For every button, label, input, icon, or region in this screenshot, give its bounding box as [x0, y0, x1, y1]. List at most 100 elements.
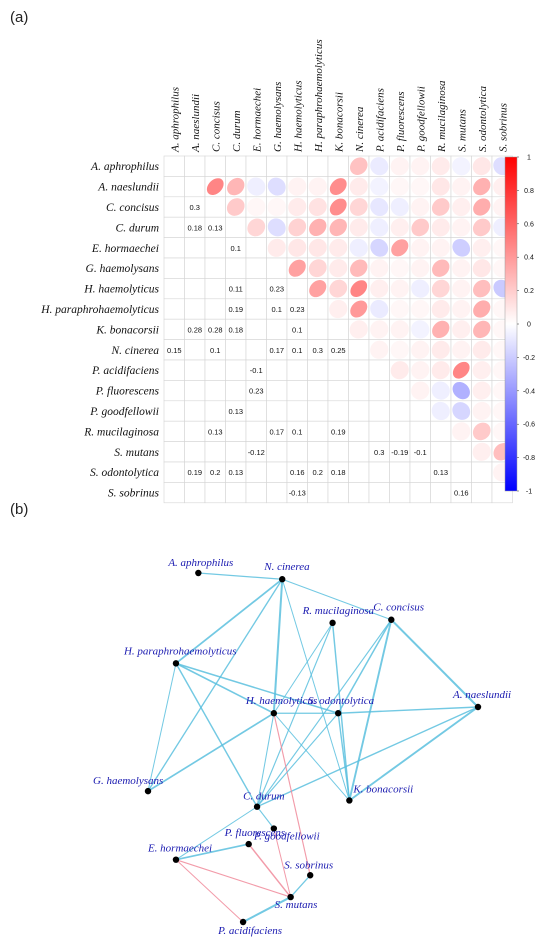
- heatmap-cell: [163, 155, 185, 177]
- colorbar: 1 0.8 0.6 0.4 0.2 0 -0.2 -0.4 -0.6 -0.8 -1: [504, 155, 535, 496]
- heatmap-cell: [245, 237, 267, 259]
- network-edge: [281, 579, 350, 801]
- cell-value: 0.18: [331, 468, 346, 477]
- column-label: N. cinerea: [354, 106, 366, 153]
- heatmap-cell: [389, 380, 411, 402]
- network-edge: [272, 579, 284, 714]
- correlation-ellipse: [452, 279, 471, 298]
- column-label: P. goodfellowii: [415, 86, 427, 153]
- heatmap-cell: [163, 461, 185, 483]
- network-node: [239, 918, 247, 926]
- correlation-ellipse: [370, 279, 389, 298]
- correlation-ellipse: [370, 238, 389, 257]
- correlation-heatmap: A. aphrophilus A. naeslundii C. concisus C.…: [40, 39, 513, 504]
- network-edge: [348, 619, 393, 801]
- correlation-ellipse: [267, 177, 286, 196]
- network-edge: [175, 859, 291, 898]
- cell-value: -0.19: [391, 448, 408, 457]
- heatmap-cell: [163, 216, 185, 238]
- column-label: E. hormaechei: [251, 88, 263, 153]
- heatmap-cell: [450, 441, 472, 463]
- correlation-ellipse: [452, 361, 470, 379]
- network-edge: [175, 806, 258, 861]
- correlation-ellipse: [329, 198, 347, 216]
- correlation-ellipse: [411, 259, 430, 278]
- correlation-ellipse: [452, 177, 471, 196]
- heatmap-cell: [163, 400, 185, 422]
- correlation-ellipse: [411, 361, 430, 380]
- correlation-ellipse: [473, 279, 491, 298]
- heatmap-cell: [245, 155, 267, 177]
- cell-value: 0.13: [208, 223, 223, 232]
- correlation-ellipse: [349, 157, 368, 175]
- heatmap-cell: [471, 461, 493, 483]
- colorbar-tick-label: -0.2: [523, 355, 535, 362]
- correlation-ellipse: [329, 299, 348, 319]
- network-node: [253, 803, 261, 810]
- heatmap-cell: [286, 400, 308, 422]
- heatmap-cell: [184, 278, 206, 300]
- correlation-ellipse: [390, 340, 409, 359]
- correlation-ellipse: [452, 340, 471, 359]
- node-label: P. acidifaciens: [217, 925, 282, 937]
- row-label: P. fluorescens: [95, 386, 160, 398]
- correlation-ellipse: [390, 259, 409, 278]
- correlation-ellipse: [288, 218, 307, 237]
- heatmap-cell: [348, 420, 370, 442]
- network-node: [195, 569, 202, 577]
- heatmap-cell: [245, 339, 267, 361]
- heatmap-cell: [307, 359, 329, 381]
- node-label: S. mutans: [275, 899, 318, 911]
- correlation-ellipse: [472, 401, 491, 421]
- heatmap-cell: [204, 155, 226, 177]
- correlation-ellipse: [308, 197, 327, 217]
- node-label: C. durum: [243, 791, 285, 803]
- network-edge: [337, 619, 392, 714]
- heatmap-cell: [245, 400, 267, 422]
- cell-value: 0.18: [187, 223, 202, 232]
- correlation-ellipse: [432, 320, 450, 339]
- heatmap-cell: [307, 400, 329, 422]
- cell-value: 0.2: [313, 468, 323, 477]
- colorbar-tick-label: 0.6: [524, 221, 534, 228]
- node-label: E. hormaechei: [147, 843, 212, 855]
- network-edge: [256, 806, 275, 829]
- correlation-ellipse: [472, 340, 491, 359]
- row-label: S. mutans: [114, 447, 159, 459]
- cell-value: 0.15: [167, 346, 182, 355]
- cell-value: 0.3: [190, 203, 200, 212]
- cell-value: 0.17: [269, 346, 284, 355]
- heatmap-cell: [163, 257, 185, 279]
- cell-value: 0.19: [228, 305, 243, 314]
- column-label: S. sobrinus: [497, 103, 509, 152]
- network-edge: [337, 713, 351, 801]
- heatmap-cell: [368, 359, 390, 381]
- heatmap-cell: [327, 482, 349, 504]
- heatmap-cell: [327, 359, 349, 381]
- correlation-ellipse: [390, 218, 409, 237]
- heatmap-cell: [307, 482, 329, 504]
- network-node: [279, 576, 286, 583]
- correlation-ellipse: [411, 320, 430, 339]
- heatmap-cell: [163, 482, 185, 504]
- heatmap-cell: [327, 318, 349, 340]
- heatmap-cell: [348, 339, 370, 361]
- heatmap-cell: [245, 298, 267, 320]
- network-edge: [175, 663, 258, 808]
- network-edge: [338, 706, 479, 714]
- network-edge: [390, 619, 479, 708]
- network-node: [144, 787, 152, 795]
- cell-value: 0.16: [290, 468, 305, 477]
- heatmap-cell: [245, 420, 267, 442]
- node-label: C. concisus: [373, 602, 424, 614]
- heatmap-cell: [184, 441, 206, 463]
- cell-value: 0.23: [269, 285, 284, 294]
- correlation-ellipse: [390, 279, 409, 298]
- correlation-ellipse: [329, 178, 347, 196]
- colorbar-tick-label: -0.8: [523, 455, 535, 462]
- correlation-ellipse: [431, 361, 450, 380]
- correlation-ellipse: [452, 299, 471, 319]
- heatmap-cell: [368, 420, 390, 442]
- heatmap-cell: [286, 441, 308, 463]
